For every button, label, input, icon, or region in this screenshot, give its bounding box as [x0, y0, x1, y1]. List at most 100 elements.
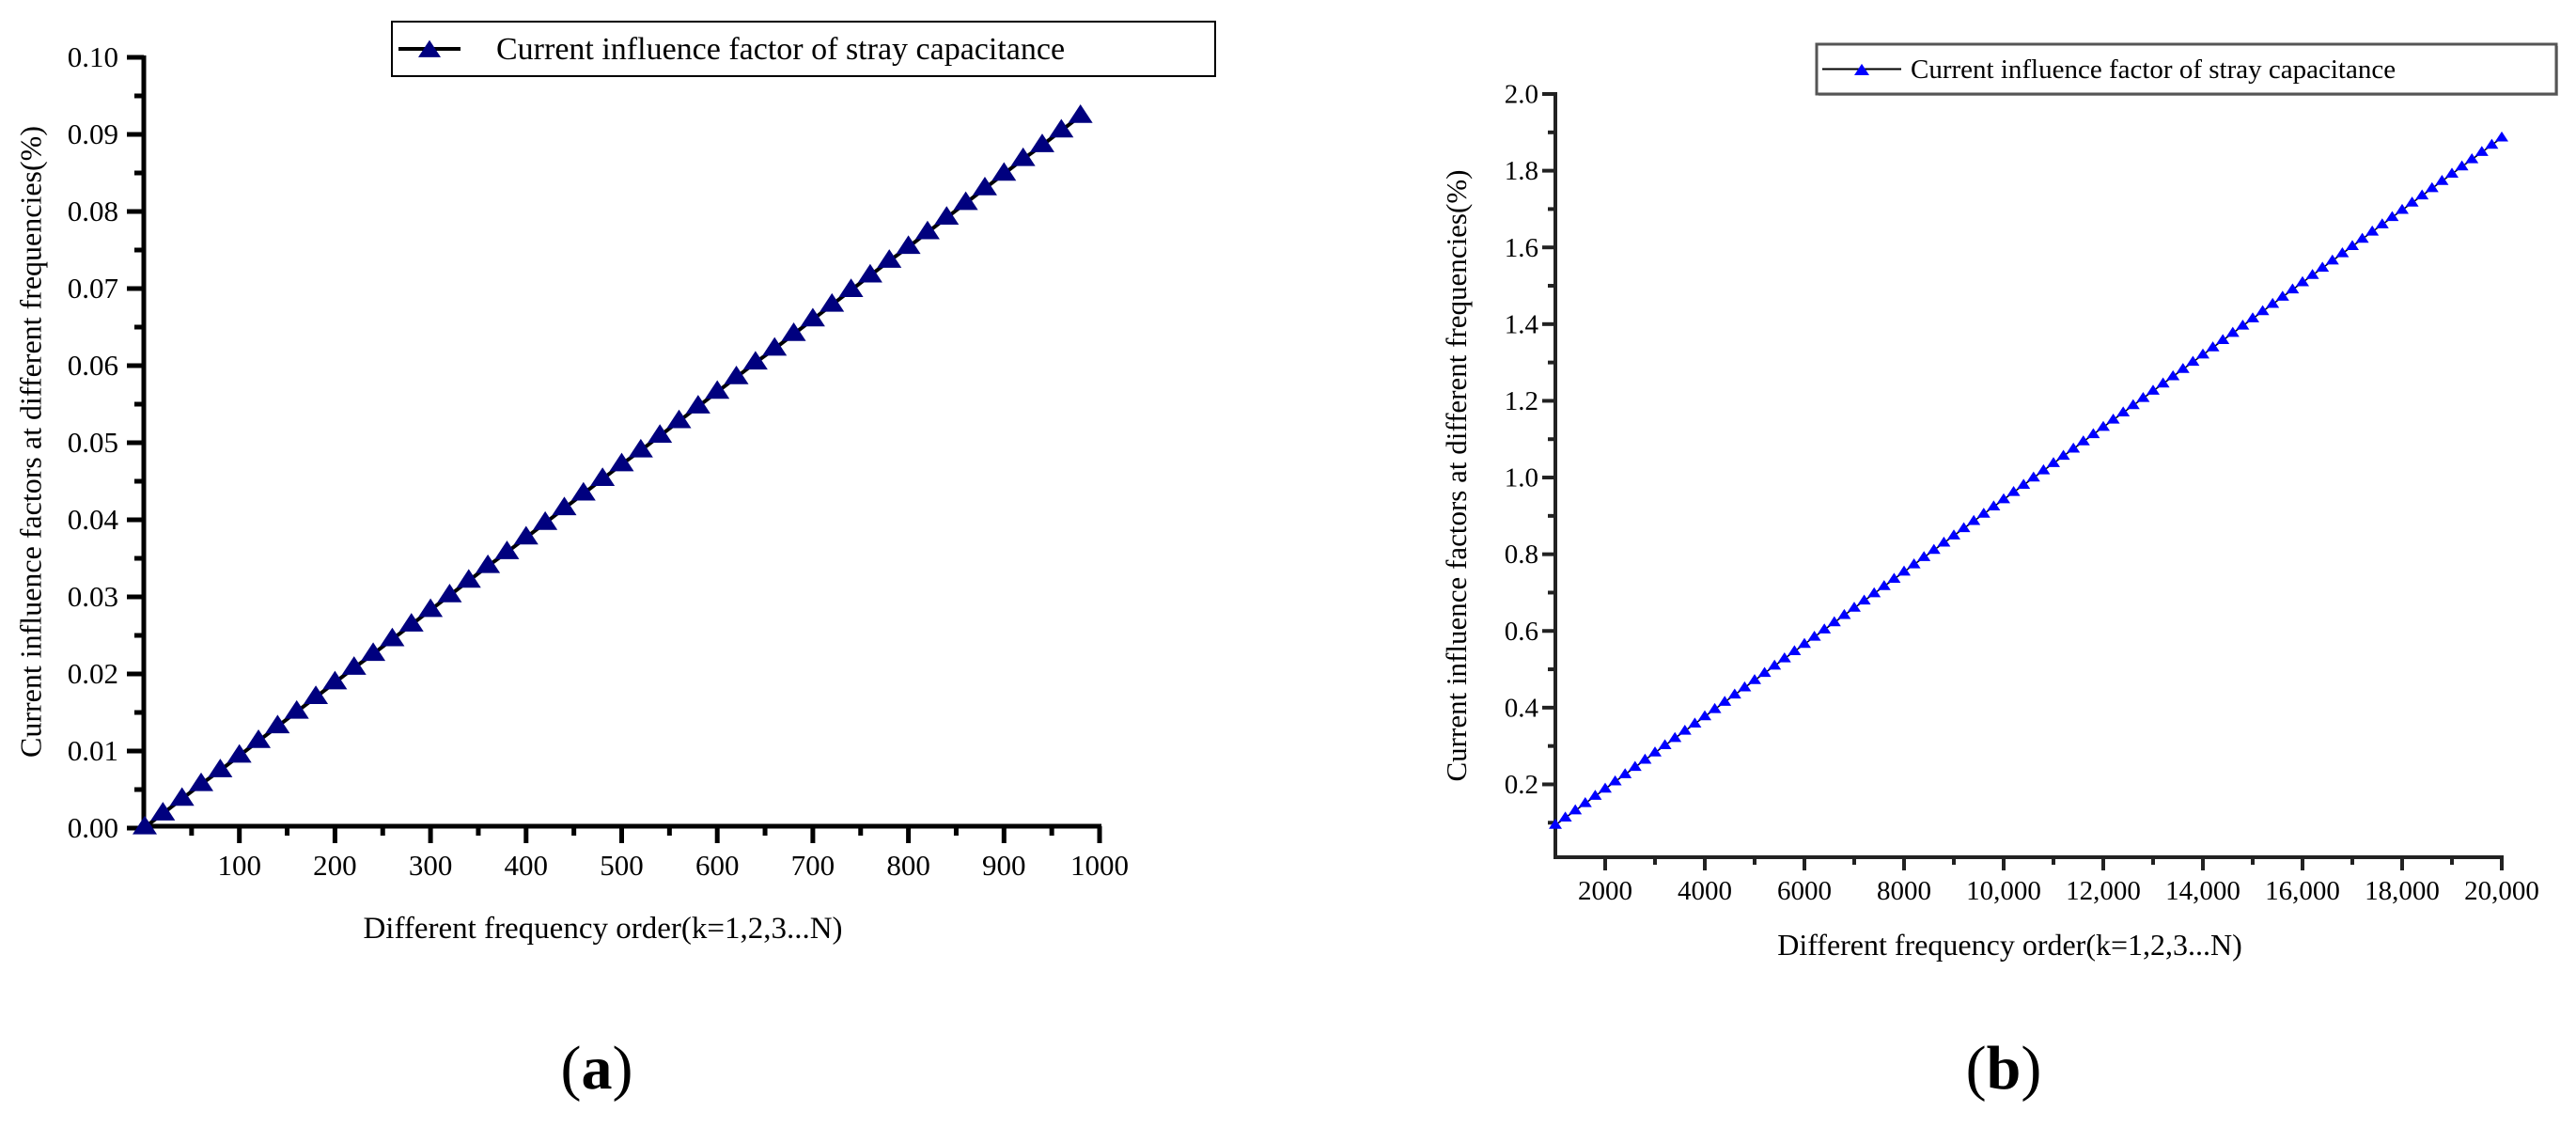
data-point-marker [1549, 819, 1562, 829]
chart-a: 0.00 0.01 0.02 0.03 0.04 0.05 0.06 0.07 0.08 0.09… [13, 21, 1216, 946]
data-point-marker [762, 337, 788, 356]
data-point-marker [1618, 768, 1632, 778]
data-point-marker [1569, 804, 1583, 815]
data-point-marker [2385, 211, 2399, 222]
data-point-marker [2445, 167, 2459, 178]
data-point-marker [1827, 616, 1841, 627]
data-point-marker [1897, 565, 1911, 576]
data-point-marker [2086, 428, 2100, 439]
y-tick-label: 0.10 [68, 40, 118, 73]
data-point-marker [2026, 471, 2040, 482]
data-point-marker [2216, 334, 2230, 345]
chart-b: 0.2 0.4 0.6 0.8 1.0 1.2 1.4 1.6 1.8 2.0 2000 4000 60… [1440, 42, 2558, 962]
data-point-marker [2415, 189, 2429, 200]
data-point-marker [533, 510, 558, 530]
data-point-marker [2067, 442, 2081, 453]
data-point-marker [437, 584, 462, 603]
y-tick-label: 0.08 [68, 195, 118, 227]
data-point-marker [1010, 147, 1036, 166]
x-tick-label: 1000 [1070, 849, 1129, 882]
data-point-marker [1997, 493, 2010, 504]
data-point-marker [1867, 587, 1881, 598]
data-point-marker [341, 656, 367, 675]
data-point-marker [1907, 557, 1921, 569]
y-tick-label: 0.07 [68, 272, 118, 305]
data-point-marker [322, 670, 348, 690]
data-point-marker [1788, 645, 1802, 655]
x-axis-title: Different frequency order(k=1,2,3...N) [1777, 928, 2242, 962]
data-point-marker [857, 263, 882, 283]
data-point-marker [2097, 420, 2110, 431]
data-point-marker [1688, 717, 1702, 728]
data-point-marker [189, 772, 214, 791]
data-series [133, 103, 1093, 835]
y-tick-label: 0.6 [1505, 617, 1538, 647]
data-point-marker [991, 162, 1017, 181]
data-point-marker [570, 481, 596, 501]
data-point-marker [2225, 326, 2240, 337]
x-tick-label: 400 [505, 849, 549, 882]
data-point-marker [2017, 478, 2031, 489]
data-point-marker [1658, 739, 1672, 750]
data-point-marker [896, 235, 921, 255]
data-point-marker [628, 438, 653, 458]
data-point-marker [418, 39, 441, 57]
data-point-marker [2396, 203, 2409, 214]
data-point-marker [398, 613, 424, 632]
legend: Current influence factor of stray capaci… [1815, 42, 2558, 96]
data-point-marker [1599, 782, 1612, 793]
data-point-marker [1049, 118, 1074, 138]
data-point-marker [2006, 486, 2021, 496]
x-tick-label: 4000 [1678, 876, 1732, 906]
y-tick-label: 0.4 [1505, 693, 1539, 723]
data-point-marker [1678, 725, 1692, 735]
legend: Current influence factor of stray capaci… [391, 21, 1216, 77]
y-tick-label: 0.8 [1505, 540, 1538, 570]
y-axis-title: Current influence factors at different f… [1440, 170, 1473, 782]
data-point-marker [226, 744, 252, 763]
data-point-marker [2365, 225, 2380, 236]
data-point-marker [1768, 659, 1782, 670]
legend-box [391, 21, 1216, 77]
data-point-marker [513, 525, 539, 545]
data-point-marker [953, 191, 978, 211]
data-point-marker [1777, 652, 1791, 663]
data-point-marker [1068, 103, 1093, 123]
data-point-marker [781, 322, 806, 341]
data-point-marker [838, 278, 864, 298]
data-point-marker [2475, 146, 2489, 156]
data-point-marker [2076, 435, 2090, 446]
data-point-marker [877, 249, 902, 268]
data-point-marker [972, 177, 997, 196]
panel-label-b: (b) [1965, 1034, 2042, 1103]
data-point-marker [246, 728, 272, 748]
data-point-marker [1976, 508, 1991, 518]
data-point-marker [1029, 133, 1054, 152]
x-tick-label: 16,000 [2265, 876, 2340, 906]
y-tick-label: 0.09 [68, 117, 118, 150]
data-point-marker [2186, 355, 2200, 367]
data-point-marker [1837, 608, 1851, 619]
data-point-marker [2236, 319, 2250, 330]
data-point-marker [2156, 377, 2170, 388]
data-point-marker [2465, 152, 2479, 164]
x-tick-label: 10,000 [1966, 876, 2041, 906]
legend-box [1815, 42, 2558, 96]
data-point-marker [1558, 811, 1572, 822]
data-point-marker [2355, 232, 2369, 243]
y-tick-label: 0.03 [68, 580, 118, 613]
data-point-marker [2375, 218, 2389, 228]
data-point-marker [2196, 348, 2209, 359]
data-point-marker [380, 627, 405, 647]
x-tick-label: 600 [695, 849, 740, 882]
data-point-marker [2047, 457, 2060, 467]
data-point-marker [1608, 775, 1622, 786]
data-point-marker [1628, 760, 1642, 772]
y-tick-label: 1.0 [1505, 463, 1538, 493]
x-tick-label: 18,000 [2365, 876, 2440, 906]
data-point-marker [2126, 399, 2140, 410]
data-point-marker [2116, 406, 2131, 416]
data-point-marker [2266, 297, 2280, 308]
